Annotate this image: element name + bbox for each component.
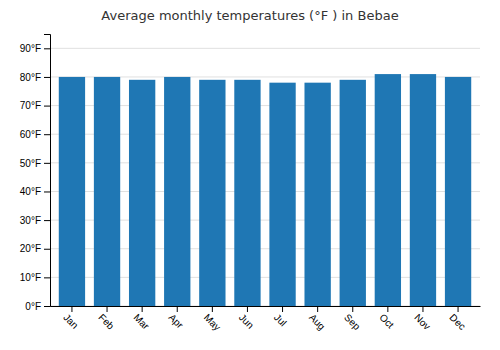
bar [199, 80, 225, 306]
tick-mark [44, 163, 50, 164]
chart: 0°F 10°F 20°F 30°F 40°F 50°F 60°F 70°F 80°F 90°F J… [0, 0, 500, 350]
tick-mark [44, 220, 50, 221]
tick: 70°F [20, 100, 50, 111]
tick: Jun [237, 306, 256, 331]
tick: Sep [342, 306, 363, 332]
tick-mark [142, 306, 143, 312]
tick-label: 30°F [20, 215, 41, 226]
bar [129, 80, 155, 306]
tick: Mar [132, 306, 152, 332]
tick: 10°F [20, 272, 50, 283]
tick-label: 70°F [20, 100, 41, 111]
tick-label: Apr [167, 312, 186, 331]
bars [59, 74, 471, 306]
bar [94, 77, 120, 306]
tick-label: Aug [307, 312, 327, 332]
tick: 40°F [20, 186, 50, 197]
tick-mark [352, 306, 353, 312]
tick-mark [247, 306, 248, 312]
tick-mark [71, 306, 72, 312]
tick: 50°F [20, 158, 50, 169]
bar [59, 77, 85, 306]
tick-mark [177, 306, 178, 312]
tick-label: Jul [272, 312, 289, 329]
tick-mark [107, 306, 108, 312]
tick-mark [44, 191, 50, 192]
bar [164, 77, 190, 306]
tick-label: Mar [132, 312, 152, 332]
tick-label: Jan [61, 312, 80, 331]
bar [304, 83, 330, 306]
tick: Jan [61, 306, 80, 331]
axis-line [44, 35, 51, 307]
x-axis: Jan Feb Mar Apr May Jun Jul Aug Sep Oct Nov Dec [51, 306, 481, 333]
tick: Aug [307, 306, 327, 332]
tick-mark [282, 306, 283, 312]
tick-mark [44, 48, 50, 49]
tick-label: Sep [342, 312, 363, 333]
tick-mark [44, 277, 50, 278]
title: Average monthly temperatures (°F ) in Be… [101, 8, 398, 23]
tick-label: 50°F [20, 158, 41, 169]
tick-label: Nov [412, 312, 432, 332]
tick: Dec [447, 306, 467, 332]
tick-mark [44, 106, 50, 107]
tick: 20°F [20, 243, 50, 254]
tick-label: 60°F [20, 129, 41, 140]
tick: 0°F [25, 301, 50, 312]
tick: 60°F [20, 129, 50, 140]
tick: Jul [272, 306, 289, 328]
tick-label: Oct [377, 312, 396, 331]
tick-mark [44, 249, 50, 250]
tick-label: 40°F [20, 186, 41, 197]
tick-label: 90°F [20, 43, 41, 54]
tick-label: 0°F [25, 301, 41, 312]
tick-mark [387, 306, 388, 312]
tick: Oct [377, 306, 396, 331]
tick-label: Dec [447, 312, 467, 332]
tick-label: Feb [96, 312, 116, 332]
tick-mark [317, 306, 318, 312]
tick-mark [44, 306, 50, 307]
y-axis: 0°F 10°F 20°F 30°F 40°F 50°F 60°F 70°F 80°F 90°F [20, 35, 51, 312]
tick-mark [458, 306, 459, 312]
tick-label: May [202, 312, 223, 333]
bar [340, 80, 366, 306]
axis-line [51, 306, 481, 307]
bar [445, 77, 471, 306]
tick-mark [44, 77, 50, 78]
tick: 80°F [20, 72, 50, 83]
tick-label: 20°F [20, 243, 41, 254]
bar [410, 74, 436, 306]
tick: Feb [96, 306, 116, 332]
tick-label: 80°F [20, 72, 41, 83]
tick-label: 10°F [20, 272, 41, 283]
grid [50, 48, 480, 306]
tick-label: Jun [237, 312, 256, 331]
plot: 0°F 10°F 20°F 30°F 40°F 50°F 60°F 70°F 80°F 90°F J… [20, 35, 481, 333]
grid-line [50, 48, 480, 49]
tick: 90°F [20, 43, 50, 54]
tick: May [202, 306, 223, 333]
tick-mark [44, 134, 50, 135]
tick: 30°F [20, 215, 50, 226]
tick: Apr [167, 306, 186, 331]
bar [269, 83, 295, 306]
tick-mark [422, 306, 423, 312]
bar [375, 74, 401, 306]
tick-mark [212, 306, 213, 312]
bar [234, 80, 260, 306]
tick: Nov [412, 306, 432, 332]
